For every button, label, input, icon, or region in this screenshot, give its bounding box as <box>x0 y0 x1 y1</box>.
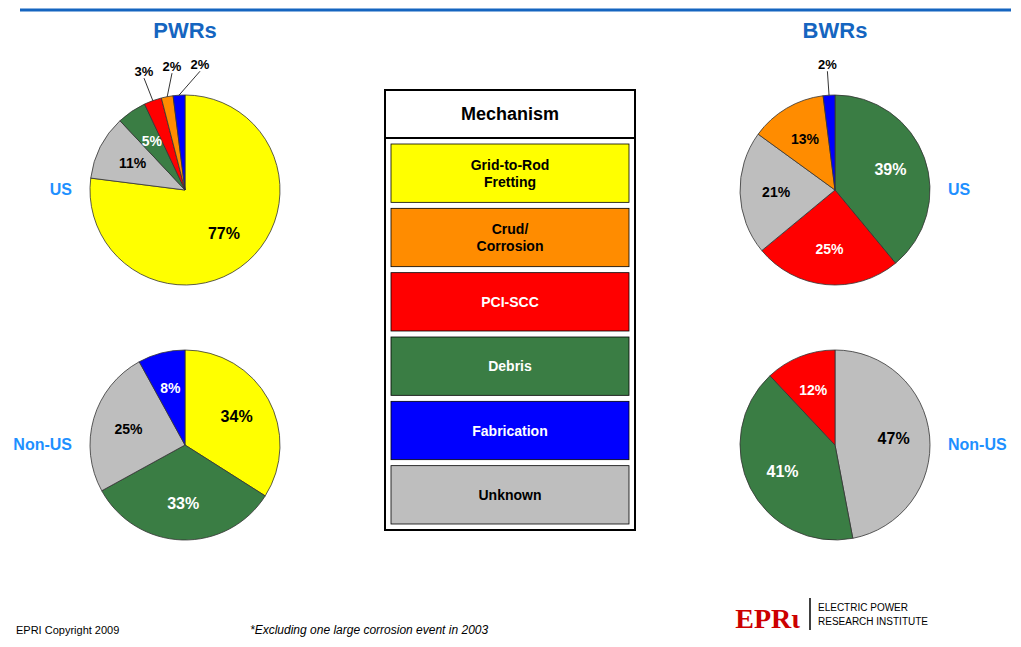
group-label: BWRs <box>803 18 868 43</box>
data-label: 77% <box>208 225 240 242</box>
legend-divider <box>385 137 635 139</box>
pie-title: US <box>50 181 73 198</box>
data-label: 41% <box>767 463 799 480</box>
legend-swatch <box>391 144 629 202</box>
pie-slice <box>758 96 835 190</box>
legend: Mechanism Grid-to-RodFretting Crud/Corrosi… <box>385 90 635 530</box>
data-labels: 39% 25% 21% 13% 2% <box>762 57 906 256</box>
data-labels: 34% 33% 25% 8% <box>114 380 252 512</box>
legend-swatch <box>391 466 629 524</box>
legend-swatch <box>391 208 629 266</box>
pie <box>90 95 280 285</box>
logo-text: ELECTRIC POWER <box>818 602 908 613</box>
leader-line <box>167 73 172 97</box>
data-label: 13% <box>791 131 820 147</box>
data-label: 2% <box>163 59 182 74</box>
legend-entry: Debris <box>488 358 532 374</box>
pie-slice <box>90 95 280 285</box>
legend-entry: Fabrication <box>472 423 547 439</box>
legend-entry: Grid-to-RodFretting <box>471 157 550 190</box>
pie-title: Non-US <box>948 436 1007 453</box>
legend-swatch <box>391 401 629 459</box>
data-label: 39% <box>874 161 906 178</box>
pie <box>90 350 280 540</box>
data-label: 12% <box>799 382 828 398</box>
pie <box>740 350 930 540</box>
data-label: 11% <box>119 155 147 171</box>
data-label: 5% <box>142 133 163 149</box>
data-label: 3% <box>135 64 154 79</box>
pie <box>740 95 930 285</box>
legend-frame <box>385 90 635 530</box>
background <box>0 0 1021 647</box>
data-labels: 77% 11% 5% 3% 2% 2% <box>119 57 240 242</box>
figure: PWRs US 77% 11% 5% 3% 2% 2% Non-US 34% 33% 25% 8% BWR… <box>0 0 1021 647</box>
pie-title: US <box>948 181 971 198</box>
logo-text: RESEARCH INSTITUTE <box>818 616 928 627</box>
pie-slice <box>770 350 835 445</box>
top-rule <box>20 9 1011 12</box>
legend-entry: Crud/Corrosion <box>477 221 544 254</box>
pie-slice <box>173 95 185 190</box>
data-label: 33% <box>167 495 199 512</box>
data-label: 25% <box>815 241 844 257</box>
legend-swatch <box>391 337 629 395</box>
leader-line <box>827 71 829 95</box>
pie-slice <box>90 362 185 491</box>
legend-entry: PCI-SCC <box>481 294 539 310</box>
data-label: 8% <box>160 380 181 396</box>
footer-note: EPRI Copyright 2009 <box>16 624 119 636</box>
leader-line <box>144 78 153 100</box>
footer-note: *Excluding one large corrosion event in … <box>250 623 488 637</box>
pie-title: Non-US <box>13 436 72 453</box>
data-label: 21% <box>762 184 791 200</box>
pie-slice <box>823 95 835 190</box>
legend-swatch <box>391 273 629 331</box>
data-label: 47% <box>878 430 910 447</box>
data-label: 34% <box>221 408 253 425</box>
data-label: 2% <box>191 57 210 72</box>
logo-divider <box>809 598 811 630</box>
legend-entry: Unknown <box>479 487 542 503</box>
leader-line <box>179 71 200 95</box>
data-label: 2% <box>818 57 837 72</box>
group-label: PWRs <box>153 18 217 43</box>
pie-slice <box>161 96 185 190</box>
pie-slice <box>139 350 185 445</box>
logo-mark: EPRι <box>735 603 800 634</box>
legend-title: Mechanism <box>461 104 559 124</box>
data-label: 25% <box>114 421 143 437</box>
data-labels: 47% 41% 12% <box>767 382 910 480</box>
pie-slice <box>835 350 930 538</box>
